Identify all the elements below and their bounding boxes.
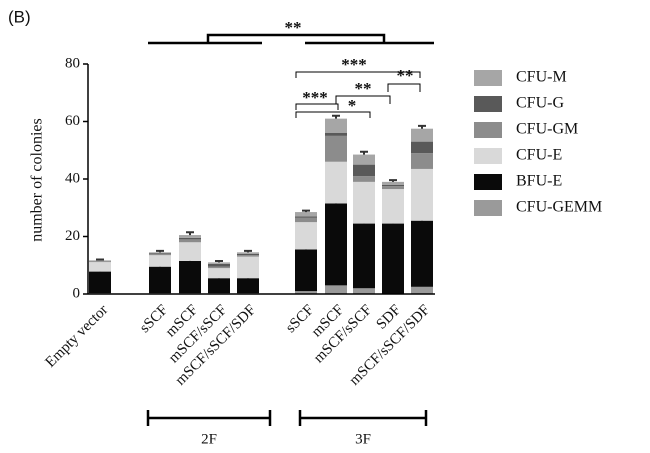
bar-segment [325, 136, 347, 162]
y-tick-label: 0 [73, 285, 81, 301]
bar-segment [149, 253, 171, 254]
bar-segment [237, 255, 259, 256]
bar-segment [325, 162, 347, 204]
significance-label: ** [285, 18, 302, 37]
bar-segment [353, 165, 375, 177]
bar-segment [179, 235, 201, 238]
significance-label: ** [355, 79, 372, 98]
legend-swatch [474, 122, 502, 138]
legend-label: BFU-E [516, 173, 562, 190]
bar-segment [149, 254, 171, 255]
group-label: 3F [355, 431, 371, 447]
bar-segment [179, 242, 201, 261]
bar-segment [295, 249, 317, 291]
significance-label: ** [397, 66, 414, 85]
legend-swatch [474, 148, 502, 164]
bar-segment [179, 238, 201, 239]
bar-segment [353, 224, 375, 289]
bar-segment [295, 212, 317, 216]
bar-segment [179, 239, 201, 242]
group-bracket [148, 410, 270, 426]
error-bar [96, 260, 104, 261]
bar-segment [382, 189, 404, 224]
legend-swatch [474, 174, 502, 190]
group-bracket [300, 410, 426, 426]
bar-segment [411, 153, 433, 169]
bar-segment [89, 272, 111, 294]
significance-label: *** [341, 55, 367, 74]
legend-label: CFU-E [516, 147, 562, 164]
bar-segment [89, 262, 111, 271]
bar-segment [382, 224, 404, 294]
bar-segment [237, 254, 259, 255]
bar-segment [208, 278, 230, 293]
bar-segment [89, 262, 111, 263]
bar-segment [353, 288, 375, 294]
error-bar [156, 251, 164, 252]
bar-segment [382, 186, 404, 189]
y-tick-label: 40 [65, 170, 80, 186]
error-bar [360, 152, 368, 155]
bar-segment [295, 216, 317, 217]
x-tick-label: Empty vector [43, 302, 112, 371]
bar-segment [411, 287, 433, 294]
significance-label: *** [302, 88, 328, 107]
error-bar [302, 211, 310, 212]
bar-segment [382, 182, 404, 185]
bar-segment [179, 261, 201, 293]
error-bar [244, 251, 252, 252]
bar-segment [325, 203, 347, 285]
y-tick-label: 60 [65, 113, 80, 129]
bar-segment [208, 264, 230, 267]
legend-swatch [474, 70, 502, 86]
significance-label: * [348, 96, 357, 115]
bar-segment [325, 119, 347, 133]
bar-segment [353, 182, 375, 224]
significance-bracket [388, 84, 420, 92]
y-tick-label: 20 [65, 228, 80, 244]
error-bar [186, 232, 194, 235]
bar-segment [237, 252, 259, 253]
panel-label: (B) [8, 7, 31, 26]
bar-segment [237, 257, 259, 279]
bar-segment [208, 262, 230, 263]
legend-label: CFU-M [516, 69, 567, 86]
error-bar [332, 116, 340, 119]
legend-swatch [474, 96, 502, 112]
legend-label: CFU-G [516, 95, 564, 112]
bar-segment [325, 285, 347, 294]
bar-segment [411, 129, 433, 142]
bar-segment [325, 133, 347, 136]
y-axis-label: number of colonies [29, 118, 46, 242]
bar-segment [208, 268, 230, 278]
bar-segment [149, 255, 171, 267]
bar-segment [149, 252, 171, 253]
error-bar [215, 261, 223, 262]
bar-segment [208, 267, 230, 268]
legend-label: CFU-GM [516, 121, 578, 138]
bar-segment [411, 221, 433, 287]
bar-segment [149, 267, 171, 293]
error-bar [418, 126, 426, 129]
y-tick-label: 80 [65, 55, 80, 71]
bar-segment [353, 155, 375, 165]
bar-segment [353, 176, 375, 182]
legend-swatch [474, 200, 502, 216]
legend-label: CFU-GEMM [516, 199, 602, 216]
bar-segment [295, 218, 317, 222]
bar-segment [382, 185, 404, 186]
group-label: 2F [201, 431, 217, 447]
bar-segment [237, 278, 259, 293]
bar-segment [295, 222, 317, 249]
error-bar [389, 180, 397, 182]
bar-segment [411, 142, 433, 154]
bar-segment [411, 169, 433, 221]
